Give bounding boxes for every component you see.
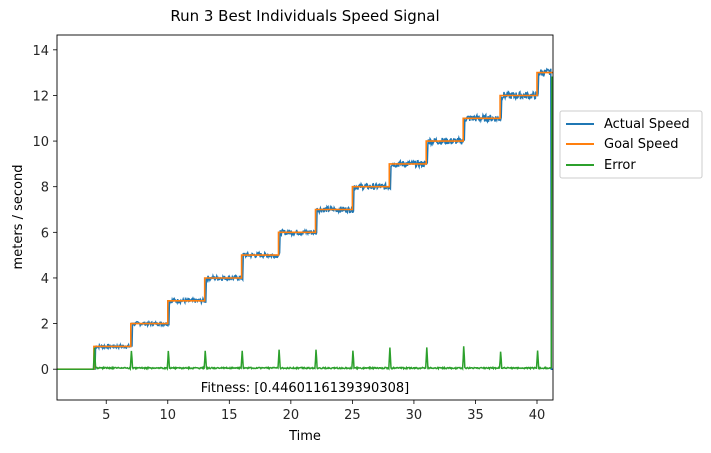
series-goal-speed-line <box>57 71 553 370</box>
x-tick-label: 35 <box>467 408 484 423</box>
fitness-annotation: Fitness: [0.4460116139390308] <box>201 381 409 396</box>
y-tick-label: 8 <box>41 181 49 196</box>
y-tick-label: 6 <box>41 226 49 241</box>
chart-title: Run 3 Best Individuals Speed Signal <box>170 7 439 25</box>
legend-label-error: Error <box>604 158 636 173</box>
y-axis-ticks: 0 2 4 6 8 10 12 14 <box>32 44 57 378</box>
x-axis-ticks: 5 10 15 20 25 30 35 40 <box>102 400 545 423</box>
y-tick-label: 12 <box>32 89 49 104</box>
plot-area <box>57 67 553 372</box>
x-tick-label: 25 <box>344 408 361 423</box>
x-tick-label: 10 <box>159 408 176 423</box>
series-error-line <box>57 76 553 372</box>
y-axis-title: meters / second <box>11 165 26 270</box>
x-tick-label: 15 <box>221 408 238 423</box>
plot-frame <box>56 34 554 401</box>
y-tick-label: 4 <box>41 272 49 287</box>
legend-label-goal-speed: Goal Speed <box>604 137 679 152</box>
x-tick-label: 20 <box>283 408 300 423</box>
x-axis-title: Time <box>288 429 321 444</box>
x-tick-label: 40 <box>529 408 546 423</box>
legend-box <box>559 110 703 179</box>
y-tick-label: 0 <box>41 363 49 378</box>
y-tick-label: 10 <box>32 135 49 150</box>
legend-label-actual-speed: Actual Speed <box>604 117 690 132</box>
y-tick-label: 14 <box>32 44 49 59</box>
x-tick-label: 30 <box>406 408 423 423</box>
y-tick-label: 2 <box>41 318 49 333</box>
x-tick-label: 5 <box>102 408 110 423</box>
legend: Actual Speed Goal Speed Error <box>559 110 703 179</box>
